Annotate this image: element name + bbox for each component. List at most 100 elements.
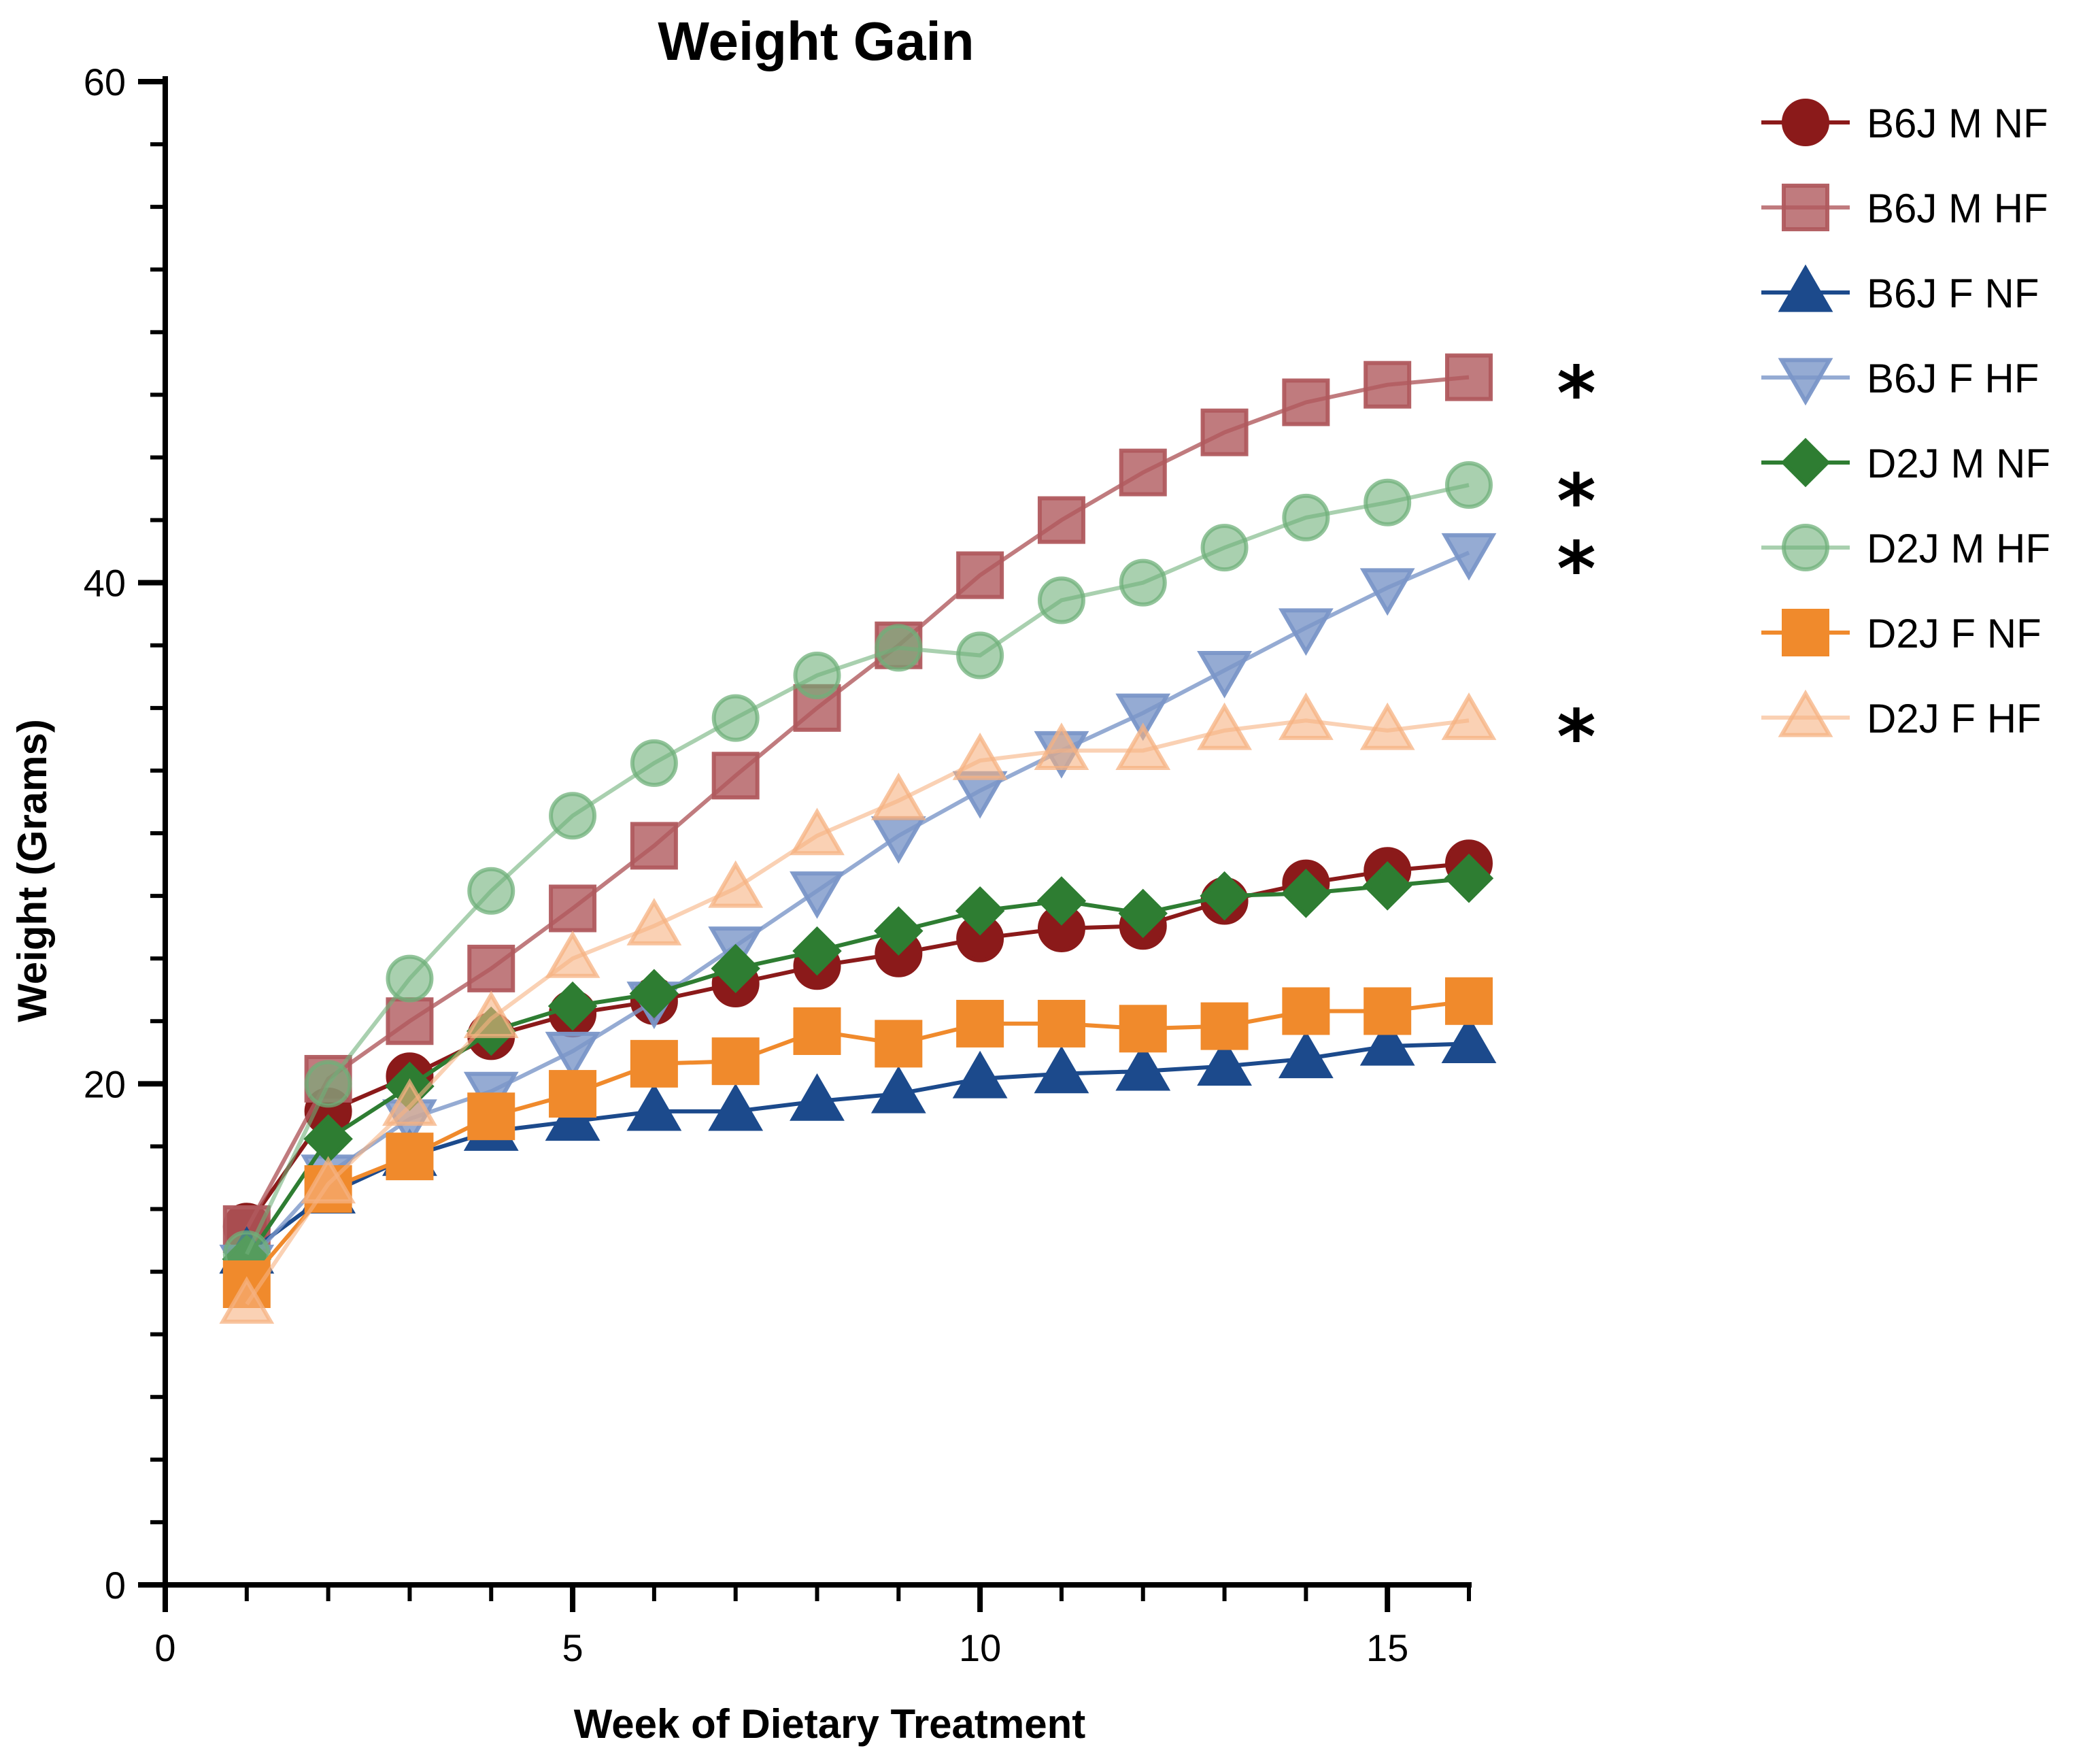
data-point	[708, 1083, 764, 1131]
data-point	[629, 969, 679, 1018]
data-point	[793, 1007, 841, 1055]
legend-item-b6j-f-nf: B6J F NF	[1761, 264, 2039, 316]
legend-marker	[1782, 184, 1829, 231]
data-point	[1119, 558, 1167, 607]
legend-label: B6J M NF	[1867, 101, 2048, 146]
series-d2j-m-hf	[222, 461, 1493, 1278]
legend-marker	[1778, 264, 1833, 312]
legend: B6J M NF B6J M HF B6J F NF B6J F HF D2J M NF…	[1761, 99, 2050, 741]
significance-annotations: ****	[1557, 350, 1596, 781]
data-point	[1115, 722, 1171, 771]
data-point	[1115, 1043, 1171, 1091]
series-line-b6j-f-hf	[245, 550, 1470, 1266]
data-point	[1037, 496, 1085, 544]
series-line-d2j-f-nf	[245, 999, 1470, 1286]
legend-label: B6J F HF	[1867, 356, 2039, 401]
legend-item-d2j-m-hf: D2J M HF	[1761, 524, 2050, 571]
legend-item-d2j-f-nf: D2J F NF	[1761, 609, 2042, 656]
data-point	[1200, 408, 1249, 456]
data-point	[1364, 478, 1412, 526]
x-tick-label: 15	[1366, 1626, 1408, 1669]
series-line-b6j-m-nf	[245, 861, 1470, 1228]
data-point	[1359, 1018, 1415, 1066]
data-point	[792, 926, 842, 976]
data-point	[1282, 987, 1330, 1035]
data-point	[1282, 378, 1330, 426]
y-tick-label: 60	[84, 61, 126, 103]
data-point	[1118, 888, 1168, 939]
data-point	[1115, 693, 1171, 741]
data-point	[1197, 702, 1252, 750]
data-point	[955, 886, 1005, 936]
data-point	[708, 860, 764, 908]
data-point	[463, 990, 519, 1039]
x-tick-label: 5	[562, 1626, 583, 1669]
data-point	[1200, 1002, 1249, 1050]
legend-item-b6j-f-hf: B6J F HF	[1761, 356, 2039, 406]
data-point	[952, 732, 1008, 780]
series-line-d2j-m-hf	[245, 483, 1470, 1256]
data-point	[1034, 722, 1089, 771]
data-point	[711, 943, 760, 994]
data-point	[1282, 493, 1330, 541]
legend-label: D2J F NF	[1867, 611, 2042, 656]
legend-marker	[1782, 524, 1829, 571]
data-point	[467, 1092, 515, 1141]
data-point	[1359, 568, 1415, 616]
series-b6j-m-hf	[222, 353, 1493, 1253]
data-point	[382, 1078, 437, 1126]
data-point	[1445, 461, 1493, 509]
data-point	[1441, 533, 1497, 581]
data-point	[386, 997, 434, 1045]
data-point	[1037, 999, 1085, 1048]
data-point	[1364, 361, 1412, 409]
data-point	[630, 739, 678, 787]
x-axis-label: Week of Dietary Treatment	[574, 1701, 1086, 1747]
series-line-b6j-f-nf	[245, 1041, 1470, 1256]
data-point	[467, 944, 515, 992]
series-line-d2j-m-nf	[245, 876, 1470, 1260]
data-point	[549, 1070, 597, 1118]
data-point	[467, 867, 515, 915]
data-point	[1441, 692, 1497, 740]
data-point	[1445, 353, 1493, 401]
significance-star: *	[1557, 458, 1596, 545]
data-point	[793, 651, 841, 699]
data-point	[1036, 876, 1087, 926]
data-point	[547, 981, 598, 1031]
legend-marker	[1780, 437, 1831, 488]
data-point	[1119, 448, 1167, 497]
data-point	[711, 752, 760, 800]
data-point	[790, 807, 845, 856]
data-point	[1197, 1038, 1252, 1086]
data-point	[545, 930, 600, 978]
series-line-d2j-f-hf	[245, 718, 1470, 1306]
data-point	[1119, 1005, 1167, 1053]
plot-area	[219, 353, 1497, 1324]
data-point	[790, 1073, 845, 1121]
legend-item-d2j-f-hf: D2J F HF	[1761, 689, 2042, 741]
data-point	[1278, 608, 1334, 656]
legend-marker	[1782, 609, 1829, 656]
data-point	[1034, 1045, 1089, 1094]
legend-label: B6J F NF	[1867, 271, 2039, 316]
y-axis-label: Weight (Grams)	[10, 719, 55, 1022]
axes: 0 20 40 60 0 5 10 15	[84, 61, 1472, 1669]
y-tick-label: 0	[105, 1564, 126, 1607]
data-point	[956, 999, 1004, 1048]
y-tick-label: 20	[84, 1062, 126, 1105]
data-point	[870, 772, 926, 820]
data-point	[790, 871, 845, 919]
data-point	[626, 1083, 682, 1131]
data-point	[386, 954, 434, 1003]
legend-item-d2j-m-nf: D2J M NF	[1761, 437, 2050, 488]
data-point	[1197, 650, 1252, 699]
significance-star: *	[1557, 693, 1596, 780]
data-point	[875, 1020, 923, 1068]
data-point	[711, 1037, 760, 1086]
data-point	[1281, 869, 1331, 918]
data-point	[301, 1156, 356, 1204]
legend-label: D2J M NF	[1867, 441, 2050, 486]
data-point	[1445, 977, 1493, 1025]
legend-item-b6j-m-nf: B6J M NF	[1761, 99, 2048, 146]
